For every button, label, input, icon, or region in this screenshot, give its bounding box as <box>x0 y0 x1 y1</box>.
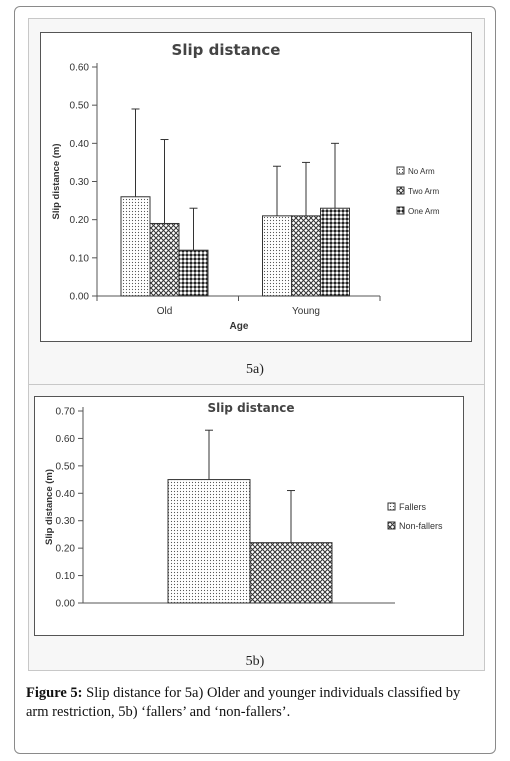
bar-two-arm <box>149 222 180 297</box>
y-tick-label: 0.50 <box>70 101 90 112</box>
y-tick-label: 0.40 <box>56 489 76 500</box>
legend-label: Non-fallers <box>399 521 443 531</box>
x-category-label: Old <box>157 306 173 317</box>
y-tick-label: 0.40 <box>70 139 90 150</box>
y-tick-label: 0.10 <box>70 253 90 264</box>
y-tick-label: 0.60 <box>56 434 76 445</box>
chart-title: Slip distance <box>172 41 281 59</box>
chart-5b: Slip distance 0.00 0.10 0.20 0.30 0.40 0.50 0.6… <box>34 396 464 636</box>
y-tick-label: 0.70 <box>56 407 76 418</box>
legend-swatch <box>396 166 405 175</box>
caption-label: Figure 5: <box>26 685 83 701</box>
bar-no-arm <box>262 215 292 297</box>
y-tick-label: 0.60 <box>70 63 90 74</box>
figure-frame <box>14 6 496 754</box>
legend-label: Fallers <box>399 502 427 512</box>
y-tick-label: 0.00 <box>70 292 90 303</box>
legend-swatch <box>396 206 405 215</box>
y-tick-label: 0.20 <box>56 544 76 555</box>
y-tick-label: 0.30 <box>56 516 76 527</box>
legend-label: Two Arm <box>408 187 439 196</box>
y-tick-label: 0.10 <box>56 571 76 582</box>
caption-text: Slip distance for 5a) Older and younger … <box>26 685 461 720</box>
panel-label-5a: 5a) <box>246 362 264 377</box>
chart-5a: Slip distance 0.00 0.10 0.20 0.30 0.40 0.50 0.6… <box>40 32 472 342</box>
chart-title: Slip distance <box>207 401 294 415</box>
legend-label: One Arm <box>408 207 440 216</box>
legend-swatch <box>387 502 396 511</box>
bar-fallers <box>167 479 251 604</box>
y-tick-label: 0.00 <box>56 599 76 610</box>
panel-label-5b: 5b) <box>245 654 265 669</box>
bar-two-arm <box>291 215 321 297</box>
bar-non-fallers <box>249 542 333 604</box>
y-axis-label: Slip distance (m) <box>44 469 55 545</box>
y-tick-label: 0.30 <box>70 177 90 188</box>
chart-5b-svg: Slip distance 0.00 0.10 0.20 0.30 0.40 0.50 0.6… <box>44 401 443 610</box>
y-tick-label: 0.50 <box>56 461 76 472</box>
x-category-label: Young <box>292 306 320 317</box>
chart-5a-svg: Slip distance 0.00 0.10 0.20 0.30 0.40 0.50 0.6… <box>51 41 440 332</box>
bar-one-arm <box>320 207 350 297</box>
y-axis-label: Slip distance (m) <box>51 143 62 219</box>
legend-label: No Arm <box>408 167 435 176</box>
x-axis-label: Age <box>230 321 249 332</box>
y-tick-label: 0.20 <box>70 215 90 226</box>
bar-no-arm <box>120 196 151 297</box>
bar-one-arm <box>178 249 209 297</box>
legend-swatch <box>396 186 405 195</box>
legend-swatch <box>387 521 396 530</box>
figure-caption: Figure 5: Slip distance for 5a) Older an… <box>26 684 486 722</box>
